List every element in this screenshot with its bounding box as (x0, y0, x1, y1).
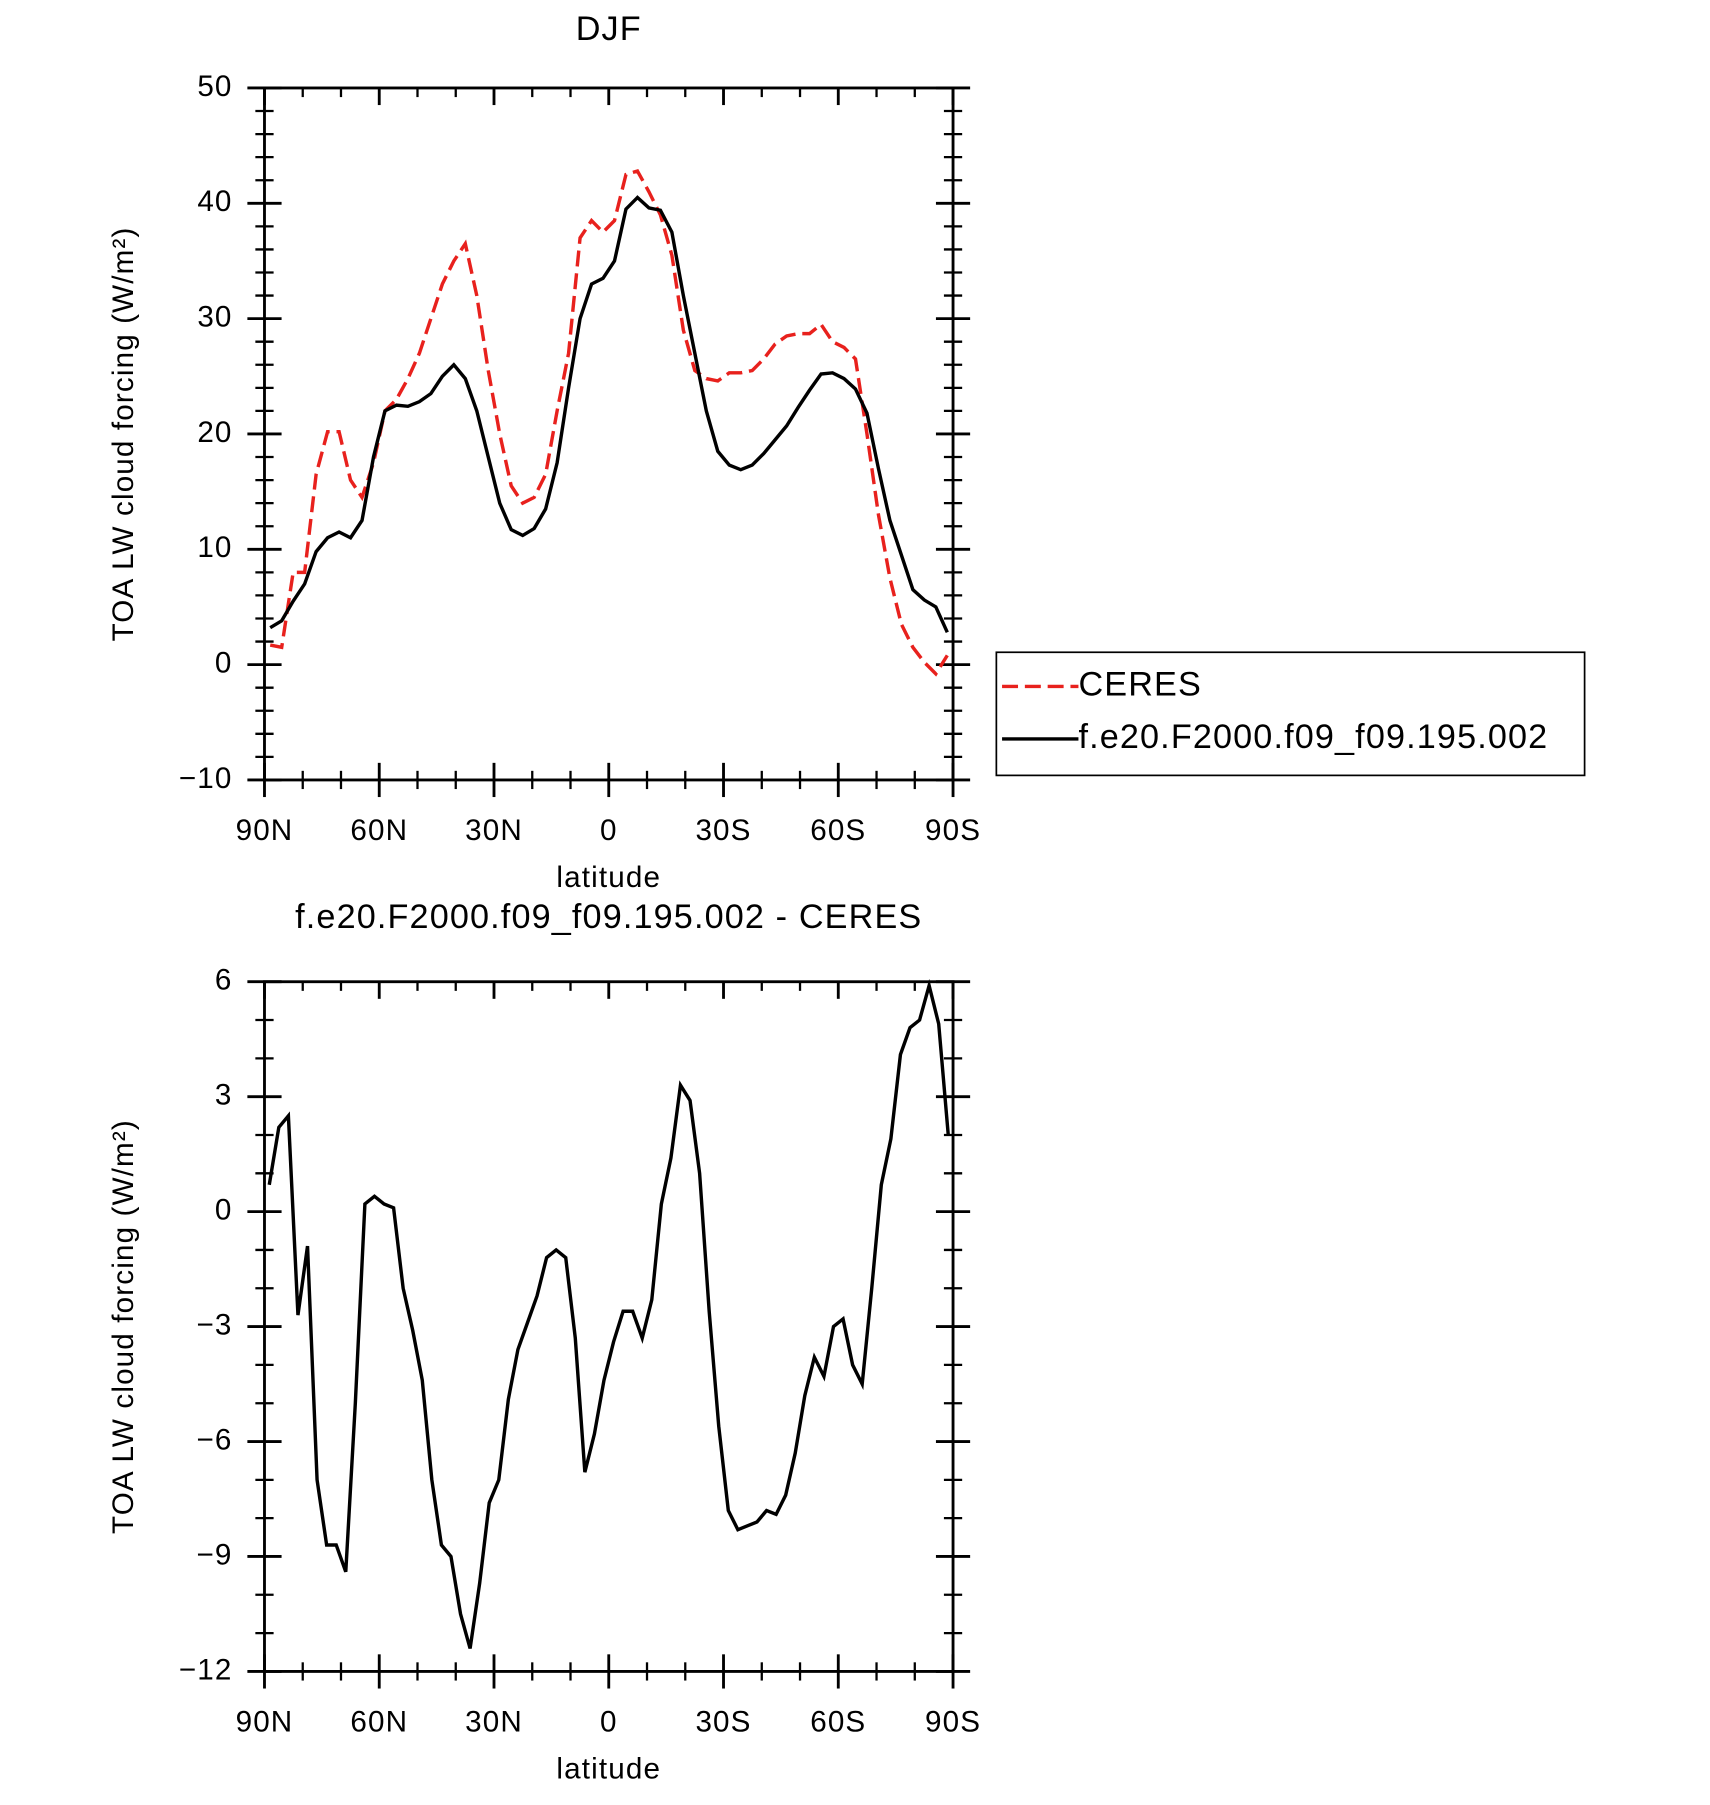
y-tick-label: 30 (197, 300, 232, 333)
plot-frame (263, 980, 955, 1673)
y-tick-label: 10 (197, 531, 232, 564)
x-tick-label: 30N (465, 814, 523, 847)
x-axis-label: latitude (556, 1752, 661, 1785)
y-tick-label: −6 (196, 1423, 232, 1456)
y-tick-label: 6 (215, 964, 233, 997)
x-tick-label: 60S (810, 1706, 866, 1739)
legend-label: CERES (1078, 666, 1202, 704)
y-tick-label: 0 (215, 646, 233, 679)
x-tick-label: 60N (350, 1706, 408, 1739)
x-tick-label: 60S (810, 814, 866, 847)
x-tick-label: 0 (600, 814, 618, 847)
chart-title: f.e20.F2000.f09_f09.195.002 - CERES (295, 898, 922, 936)
plot-frame (263, 86, 955, 782)
y-axis-label: TOA LW cloud forcing (W/m²) (107, 227, 140, 642)
chart-title: DJF (576, 10, 642, 48)
data-line (269, 168, 949, 677)
legend-box (995, 651, 1586, 777)
y-tick-label: −12 (179, 1653, 233, 1686)
y-tick-label: 50 (197, 70, 232, 103)
y-tick-label: −10 (179, 762, 233, 795)
y-tick-label: −3 (196, 1308, 232, 1341)
x-axis-label: latitude (556, 861, 661, 894)
data-line (269, 195, 949, 634)
x-tick-label: 30N (465, 1706, 523, 1739)
x-tick-label: 90N (236, 814, 294, 847)
y-tick-label: 0 (215, 1193, 233, 1226)
x-tick-label: 60N (350, 814, 408, 847)
x-tick-label: 90S (925, 814, 981, 847)
x-tick-label: 30S (695, 814, 751, 847)
data-line (267, 978, 950, 1649)
y-tick-label: 20 (197, 416, 232, 449)
x-tick-label: 30S (695, 1706, 751, 1739)
x-tick-label: 90N (236, 1706, 294, 1739)
y-axis-label: TOA LW cloud forcing (W/m²) (107, 1119, 140, 1534)
y-tick-label: 3 (215, 1079, 233, 1112)
x-tick-label: 0 (600, 1706, 618, 1739)
y-tick-label: −9 (196, 1538, 232, 1571)
x-tick-label: 90S (925, 1706, 981, 1739)
y-tick-label: 40 (197, 185, 232, 218)
legend-label: f.e20.F2000.f09_f09.195.002 (1078, 718, 1548, 756)
